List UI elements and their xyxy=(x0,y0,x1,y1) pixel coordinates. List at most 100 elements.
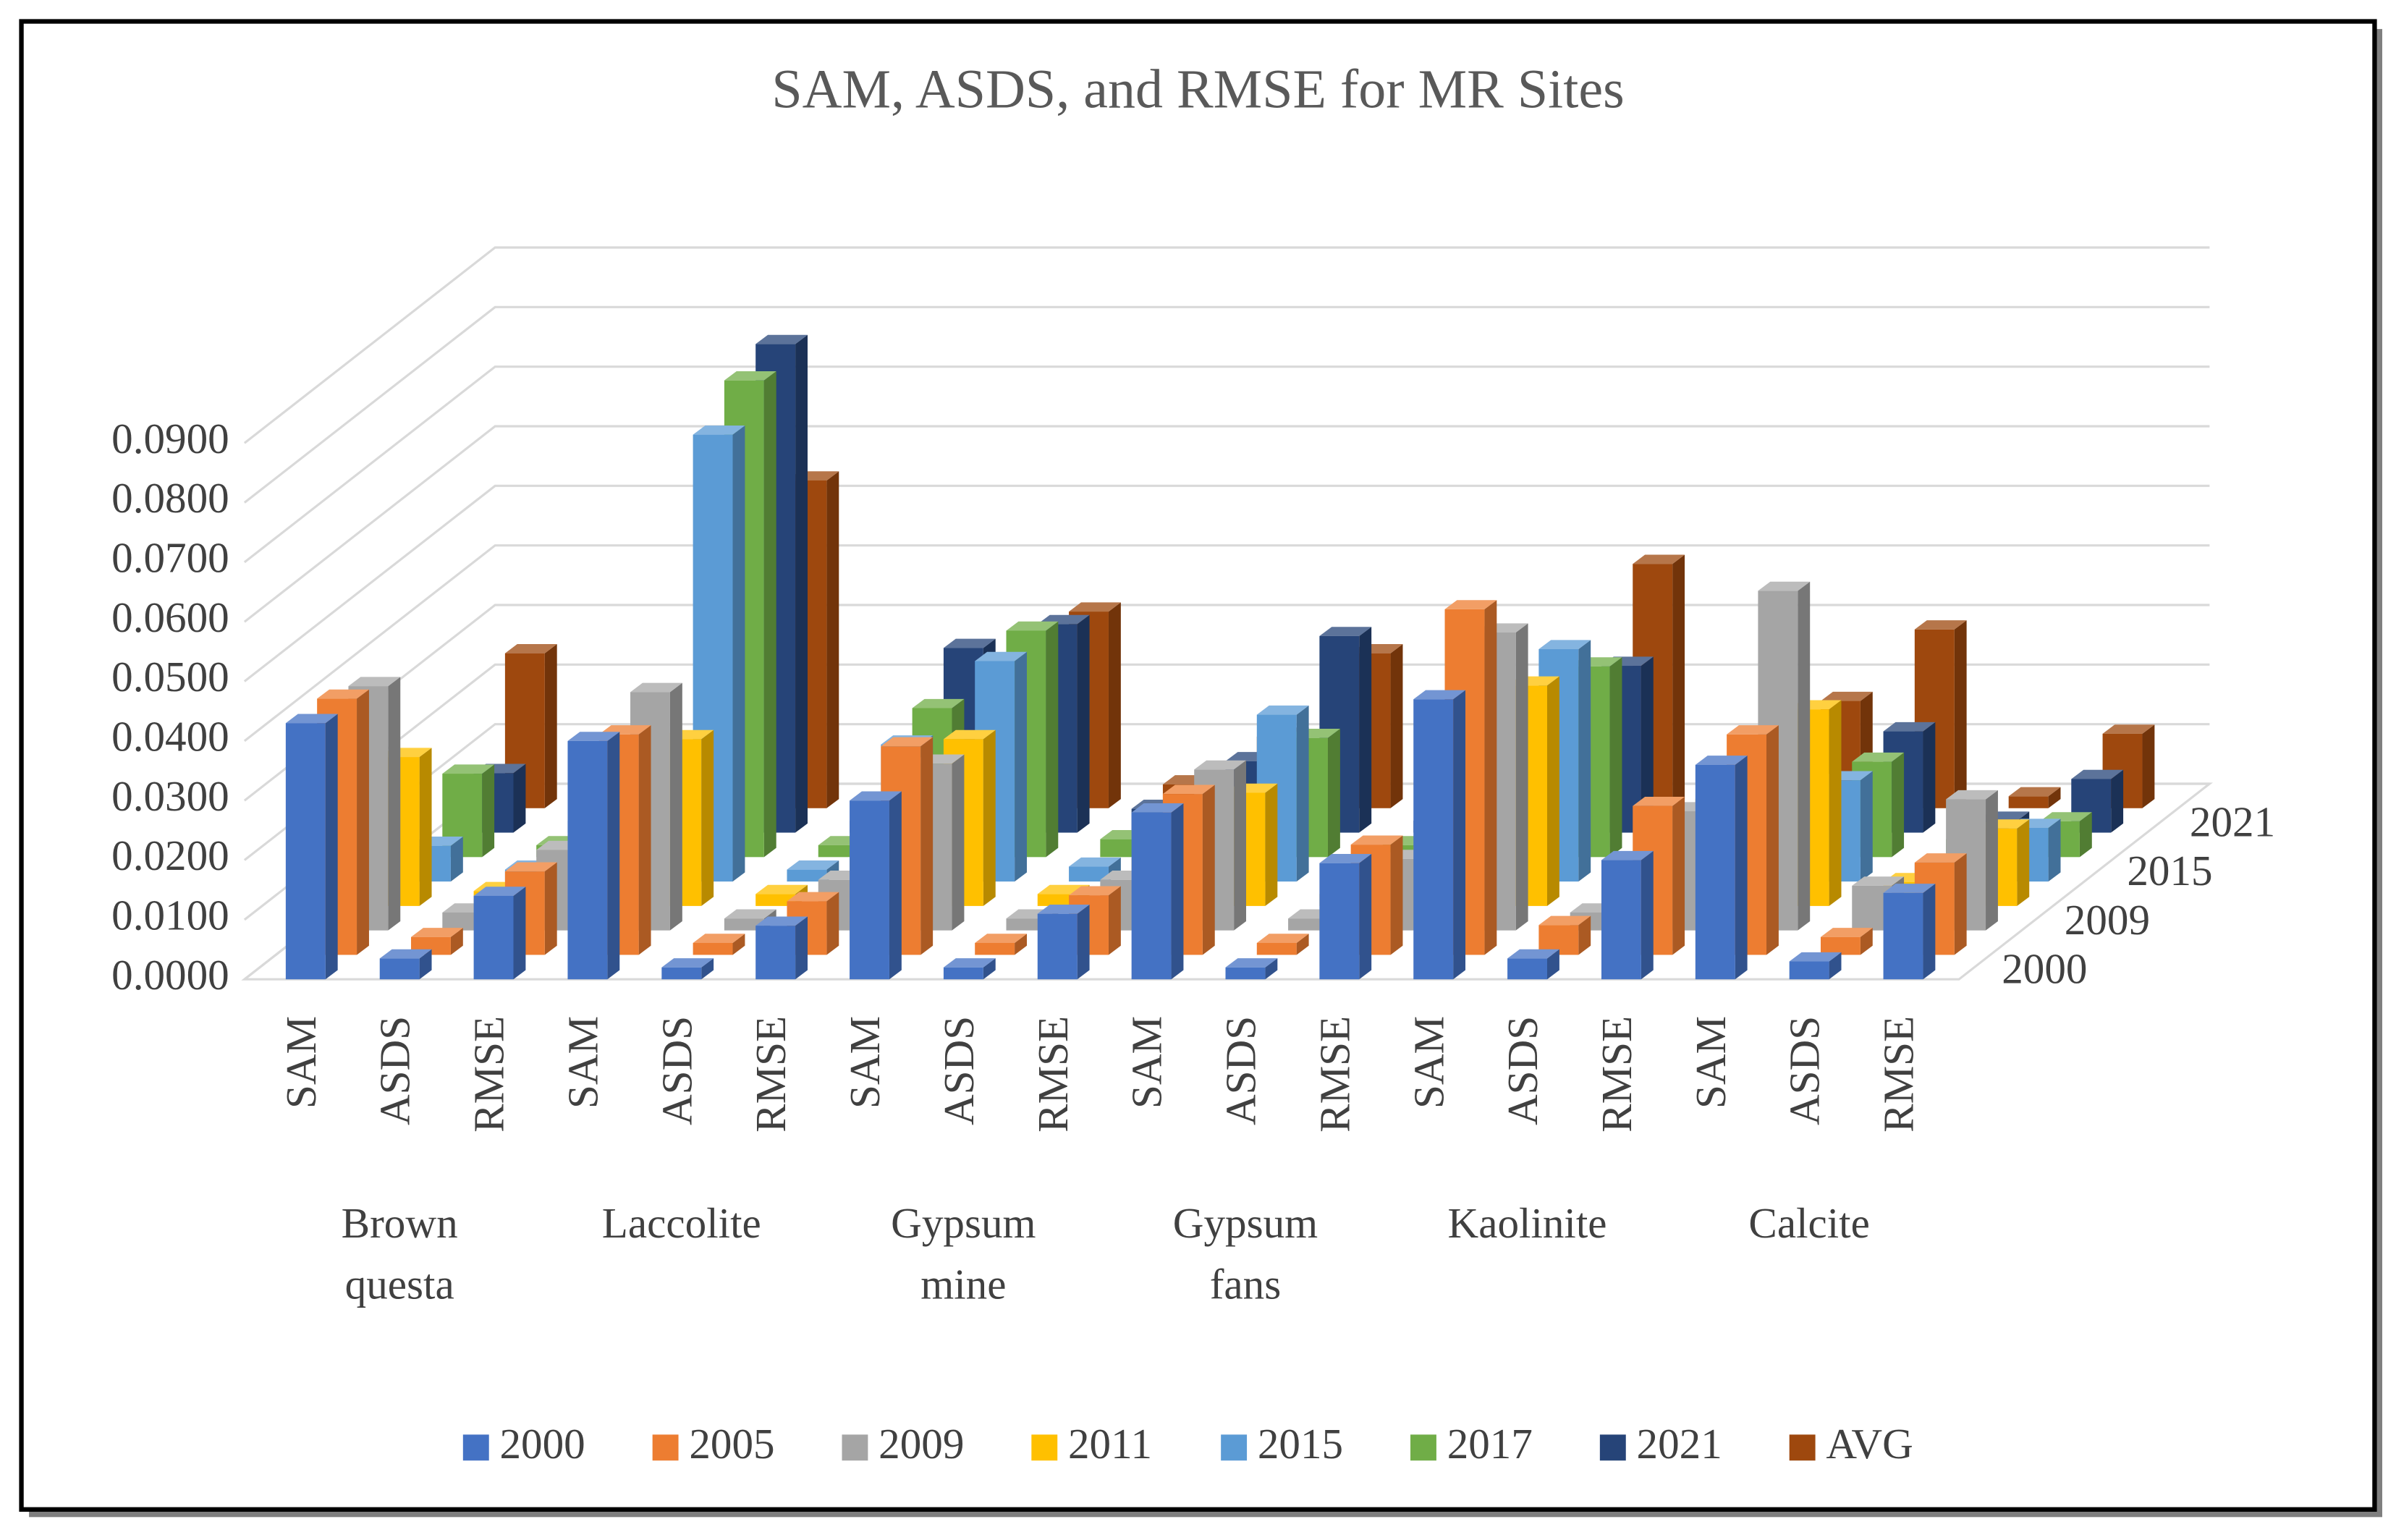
group-label-box: Calcite xyxy=(1748,1201,1870,1248)
bar-top xyxy=(1601,850,1654,860)
bar-side xyxy=(1359,854,1372,980)
depth-label: 2021 xyxy=(2190,798,2275,846)
bar-side xyxy=(388,677,401,931)
bar xyxy=(755,894,796,906)
y-tick-label: 0.0800 xyxy=(111,474,229,522)
bar-top xyxy=(317,689,369,699)
bar-top xyxy=(661,958,714,968)
legend-label: 2000 xyxy=(499,1420,585,1468)
x-tick-label: ASDS xyxy=(371,1016,419,1125)
bar-top xyxy=(1852,752,1905,762)
bar-side xyxy=(1986,790,1998,931)
bar-top xyxy=(1069,857,1121,867)
group-label-box: Laccolite xyxy=(601,1201,761,1248)
grid-line xyxy=(243,544,2210,742)
bar-side xyxy=(513,887,526,980)
chart-title: SAM, ASDS, and RMSE for MR Sites xyxy=(771,59,1624,119)
bar-top xyxy=(693,425,745,435)
bar-side xyxy=(983,958,996,980)
bar-side xyxy=(2017,819,2030,906)
x-tick-label: RMSE xyxy=(1593,1016,1641,1133)
legend-swatch xyxy=(1599,1434,1626,1461)
y-tick-label: 0.0000 xyxy=(111,951,229,999)
bar xyxy=(1037,894,1078,906)
bar-top xyxy=(1413,690,1466,700)
bar-top xyxy=(1789,952,1842,962)
bar-top xyxy=(787,892,839,902)
x-tick-label: SAM xyxy=(841,1016,889,1109)
bar-top xyxy=(567,732,620,741)
bar xyxy=(755,926,796,980)
bar-top xyxy=(1633,796,1685,806)
bar xyxy=(1037,913,1078,980)
bar-side xyxy=(983,729,996,906)
bar-side xyxy=(1077,904,1090,980)
bar-top xyxy=(473,887,526,896)
legend-swatch xyxy=(1789,1434,1816,1461)
bar-side xyxy=(1046,621,1059,858)
bar xyxy=(1256,942,1297,955)
y-tick-label: 0.0400 xyxy=(111,712,229,760)
bar-side xyxy=(325,714,338,980)
bar-side xyxy=(1234,760,1247,931)
bar-side xyxy=(701,958,714,980)
bar xyxy=(1006,918,1046,931)
bar xyxy=(1288,918,1328,931)
bar-top xyxy=(1538,915,1591,926)
group-label: Brown questa xyxy=(341,1201,458,1310)
bar-side xyxy=(1359,627,1372,833)
bar xyxy=(1131,812,1172,980)
bar-top xyxy=(755,884,808,894)
group-label: Kaolinite xyxy=(1447,1201,1607,1248)
bar xyxy=(1695,764,1735,980)
legend-swatch xyxy=(1221,1434,1248,1461)
bar-side xyxy=(544,644,557,808)
bar xyxy=(2008,796,2049,808)
bar-top xyxy=(1444,600,1497,609)
bar xyxy=(1225,967,1266,980)
bar-side xyxy=(1860,928,1873,955)
bar-side xyxy=(1077,614,1090,833)
legend-swatch xyxy=(1031,1434,1058,1461)
legend-label: 2017 xyxy=(1447,1420,1533,1468)
x-tick-label: RMSE xyxy=(1029,1016,1077,1133)
bar-top xyxy=(379,949,432,959)
x-tick-label: RMSE xyxy=(1311,1016,1358,1133)
group-label: Laccolite xyxy=(601,1201,761,1248)
bar-side xyxy=(669,682,682,931)
bar xyxy=(818,845,858,858)
depth-label: 2015 xyxy=(2127,847,2212,894)
bar-side xyxy=(1265,783,1278,906)
bar-side xyxy=(1547,676,1559,906)
bar-top xyxy=(1758,581,1811,591)
bar-side xyxy=(450,837,463,882)
bar-side xyxy=(1798,581,1811,931)
bar-side xyxy=(732,934,745,955)
bar-side xyxy=(889,791,902,980)
bar-top xyxy=(755,334,808,344)
bar-top xyxy=(1507,949,1559,959)
x-tick-label: SAM xyxy=(559,1016,606,1109)
bar-side xyxy=(1015,934,1027,955)
bar xyxy=(661,967,702,980)
bar-side xyxy=(1171,803,1184,980)
bar-side xyxy=(607,732,620,980)
bar-side xyxy=(1892,752,1905,858)
bar-top xyxy=(504,644,557,653)
legend-label: 2021 xyxy=(1637,1420,1722,1468)
bar-side xyxy=(1108,602,1121,808)
bar-top xyxy=(2102,724,2155,734)
depth-label: 2000 xyxy=(2002,944,2087,992)
bar-side xyxy=(952,754,965,931)
bar-side xyxy=(1327,729,1340,858)
group-label: Calcite xyxy=(1748,1201,1870,1248)
bar-top xyxy=(881,737,934,747)
bar-side xyxy=(1860,771,1873,882)
bar-top xyxy=(755,916,808,926)
bar-top xyxy=(2071,769,2124,779)
bar xyxy=(724,918,764,931)
bar-top xyxy=(1350,835,1403,845)
bar-side xyxy=(1015,651,1027,882)
